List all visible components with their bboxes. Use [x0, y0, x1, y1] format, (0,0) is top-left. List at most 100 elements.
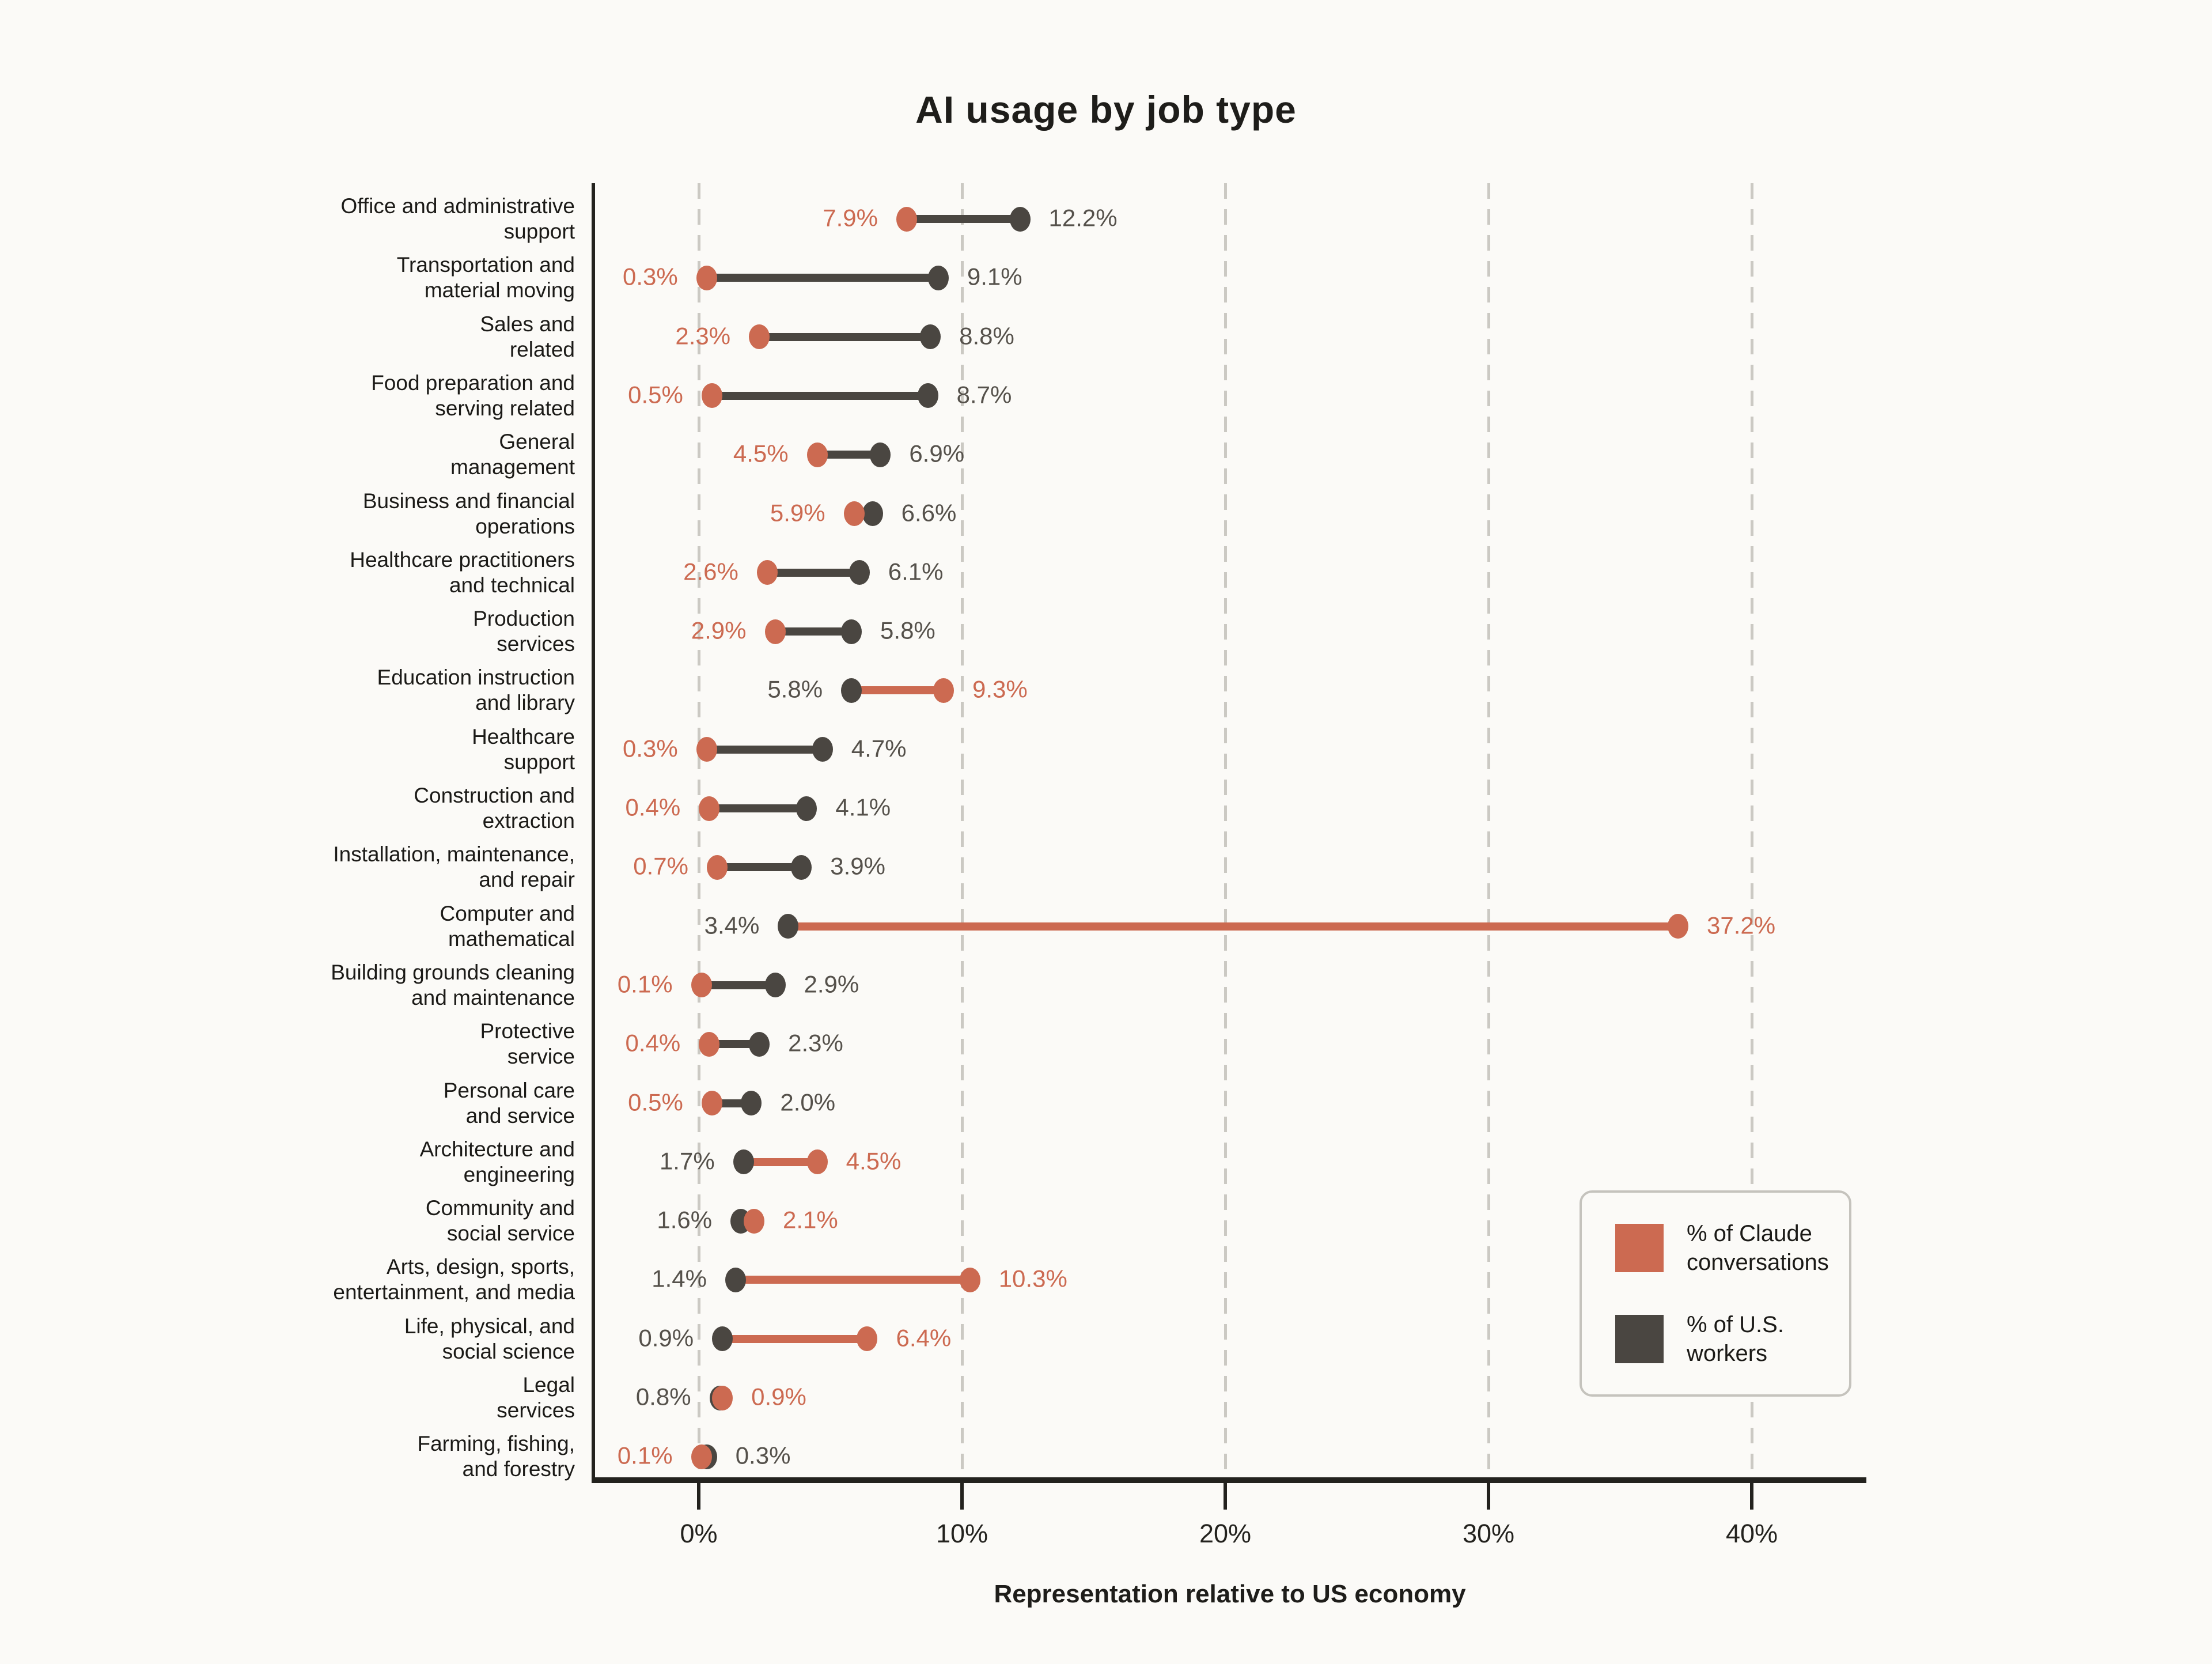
claude-dot [712, 1385, 733, 1410]
workers-dot [712, 1326, 733, 1352]
category-label: Healthcare practitioners and technical [350, 547, 575, 597]
legend: % of Claude conversations % of U.S. work… [1580, 1190, 1851, 1397]
chart-title: AI usage by job type [915, 88, 1297, 131]
workers-value-label: 5.8% [767, 675, 823, 703]
x-tick-label: 0% [680, 1519, 718, 1548]
claude-value-label: 0.7% [633, 852, 688, 880]
workers-dot [778, 914, 799, 939]
x-axis-title: Representation relative to US economy [994, 1580, 1466, 1608]
gridline [1487, 183, 1490, 1477]
claude-dot [764, 619, 786, 644]
dumbbell-connector [722, 1334, 868, 1343]
x-tick-label: 40% [1725, 1519, 1778, 1548]
workers-value-label: 2.0% [780, 1088, 836, 1116]
category-label: Food preparation and serving related [371, 370, 575, 420]
workers-value-label: 0.9% [638, 1324, 694, 1352]
category-label: Installation, maintenance, and repair [333, 842, 575, 892]
claude-value-label: 2.3% [675, 322, 731, 350]
category-label: Computer and mathematical [440, 901, 575, 951]
claude-dot [756, 560, 778, 585]
x-axis-line [592, 1477, 1866, 1483]
category-label: Healthcare support [472, 724, 575, 774]
workers-dot [841, 678, 862, 703]
dumbbell-connector [775, 627, 852, 636]
axis-tick [1487, 1483, 1490, 1510]
workers-dot [749, 1031, 770, 1057]
claude-dot [691, 973, 712, 998]
workers-dot [733, 1149, 754, 1175]
workers-dot [1009, 206, 1031, 232]
workers-value-label: 3.4% [704, 912, 760, 939]
category-label: Office and administrative support [340, 194, 575, 243]
claude-dot [857, 1326, 878, 1352]
claude-value-label: 7.9% [823, 204, 878, 232]
claude-dot [699, 796, 720, 821]
dumbbell-connector [767, 568, 859, 577]
workers-value-label: 0.8% [635, 1383, 691, 1410]
claude-value-label: 0.9% [751, 1383, 806, 1410]
claude-value-label: 4.5% [846, 1147, 902, 1175]
workers-dot [741, 1091, 762, 1115]
category-label: Architecture and engineering [419, 1137, 575, 1186]
claude-dot [701, 383, 722, 409]
claude-dot [806, 1149, 828, 1175]
claude-dot [1668, 914, 1689, 939]
workers-value-label: 2.9% [804, 970, 859, 998]
workers-value-label: 1.7% [659, 1147, 715, 1175]
category-label: Building grounds cleaning and maintenance [331, 960, 575, 1009]
category-label: Sales and related [480, 312, 575, 361]
claude-value-label: 37.2% [1707, 912, 1776, 939]
gridline [960, 183, 964, 1477]
axis-tick [1750, 1483, 1753, 1510]
dumbbell-connector [706, 274, 938, 282]
workers-value-label: 6.1% [888, 558, 944, 585]
dumbbell-connector [709, 804, 807, 812]
dumbbell-connector [717, 863, 802, 872]
workers-value-label: 9.1% [967, 263, 1022, 290]
category-label: Education instruction and library [377, 665, 575, 715]
workers-value-label: 8.7% [956, 381, 1012, 409]
gridline [1224, 183, 1227, 1477]
axis-tick [1224, 1483, 1227, 1510]
dumbbell-connector [759, 332, 931, 341]
category-label: Life, physical, and social science [404, 1314, 575, 1363]
workers-value-label: 1.6% [657, 1206, 713, 1234]
dumbbell-connector [907, 215, 1020, 223]
claude-value-label: 2.9% [691, 617, 747, 644]
claude-dot [959, 1267, 980, 1292]
workers-value-label: 6.6% [901, 499, 957, 527]
category-label: Legal services [497, 1373, 575, 1422]
claude-value-label: 0.5% [628, 381, 683, 409]
dumbbell-connector [851, 686, 944, 695]
legend-entry-claude: % of Claude conversations [1615, 1219, 1849, 1277]
workers-value-label: 4.7% [851, 735, 907, 762]
dumbbell-connector [817, 451, 881, 459]
claude-dot [696, 737, 717, 762]
category-label: Protective service [480, 1019, 575, 1069]
legend-label-workers: % of U.S. workers [1687, 1312, 1784, 1366]
dumbbell-connector [701, 981, 775, 989]
claude-dot [743, 1208, 764, 1234]
workers-value-label: 12.2% [1048, 204, 1118, 232]
workers-value-label: 2.3% [788, 1029, 843, 1057]
workers-value-label: 3.9% [830, 852, 885, 880]
workers-dot [849, 560, 870, 585]
workers-value-label: 6.9% [909, 440, 965, 467]
gridline [697, 183, 700, 1477]
workers-swatch-icon [1615, 1315, 1664, 1363]
dumbbell-connector [743, 1158, 817, 1166]
claude-value-label: 0.5% [628, 1088, 683, 1116]
x-tick-label: 20% [1199, 1519, 1252, 1548]
claude-swatch-icon [1615, 1224, 1664, 1272]
axis-tick [960, 1483, 964, 1510]
claude-value-label: 5.9% [770, 499, 825, 527]
workers-value-label: 8.8% [959, 322, 1014, 350]
claude-value-label: 0.3% [622, 735, 678, 762]
workers-dot [862, 501, 883, 526]
claude-value-label: 2.6% [683, 558, 738, 585]
workers-dot [917, 383, 938, 409]
workers-dot [841, 619, 862, 644]
claude-dot [933, 678, 954, 703]
